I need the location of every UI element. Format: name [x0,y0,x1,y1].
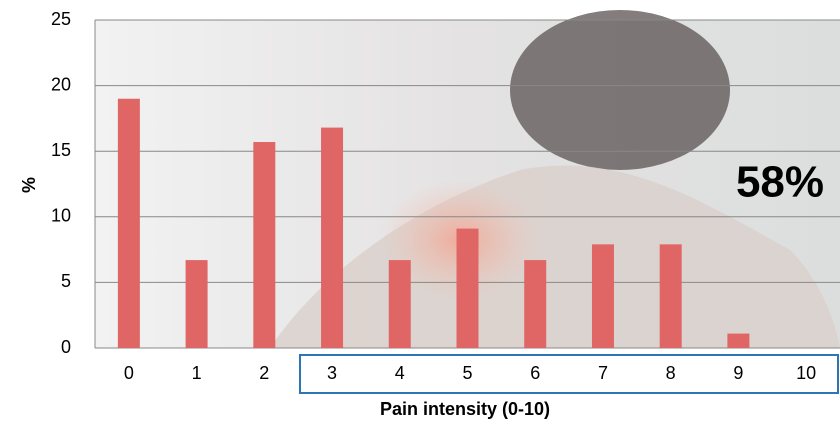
bar [321,127,344,348]
x-tick-label: 3 [327,363,337,383]
x-tick-label: 6 [530,363,540,383]
bar [659,244,682,348]
y-tick-label: 10 [51,206,71,226]
x-tick-label: 7 [598,363,608,383]
bar [253,142,276,348]
x-tick-label: 2 [259,363,269,383]
bar [117,98,140,348]
y-tick-label: 20 [51,74,71,94]
bar [388,260,411,348]
highlight-box [299,354,839,394]
x-tick-label: 1 [192,363,202,383]
annotation: 58% [736,158,824,207]
bar [524,260,547,348]
bar [185,260,208,348]
y-tick-label: 5 [61,271,71,291]
x-tick-label: 10 [796,363,816,383]
x-tick-label: 0 [124,363,134,383]
bar [591,244,614,348]
x-tick-label: 8 [666,363,676,383]
y-tick-label: 15 [51,140,71,160]
y-tick-label: 0 [61,337,71,357]
x-tick-label: 4 [395,363,405,383]
x-tick-label: 9 [733,363,743,383]
x-tick-label: 5 [462,363,472,383]
bar [727,333,750,348]
bar [456,228,479,348]
y-tick-label: 25 [51,9,71,29]
x-axis-label: Pain intensity (0-10) [380,399,550,419]
y-axis-label: % [19,177,39,193]
